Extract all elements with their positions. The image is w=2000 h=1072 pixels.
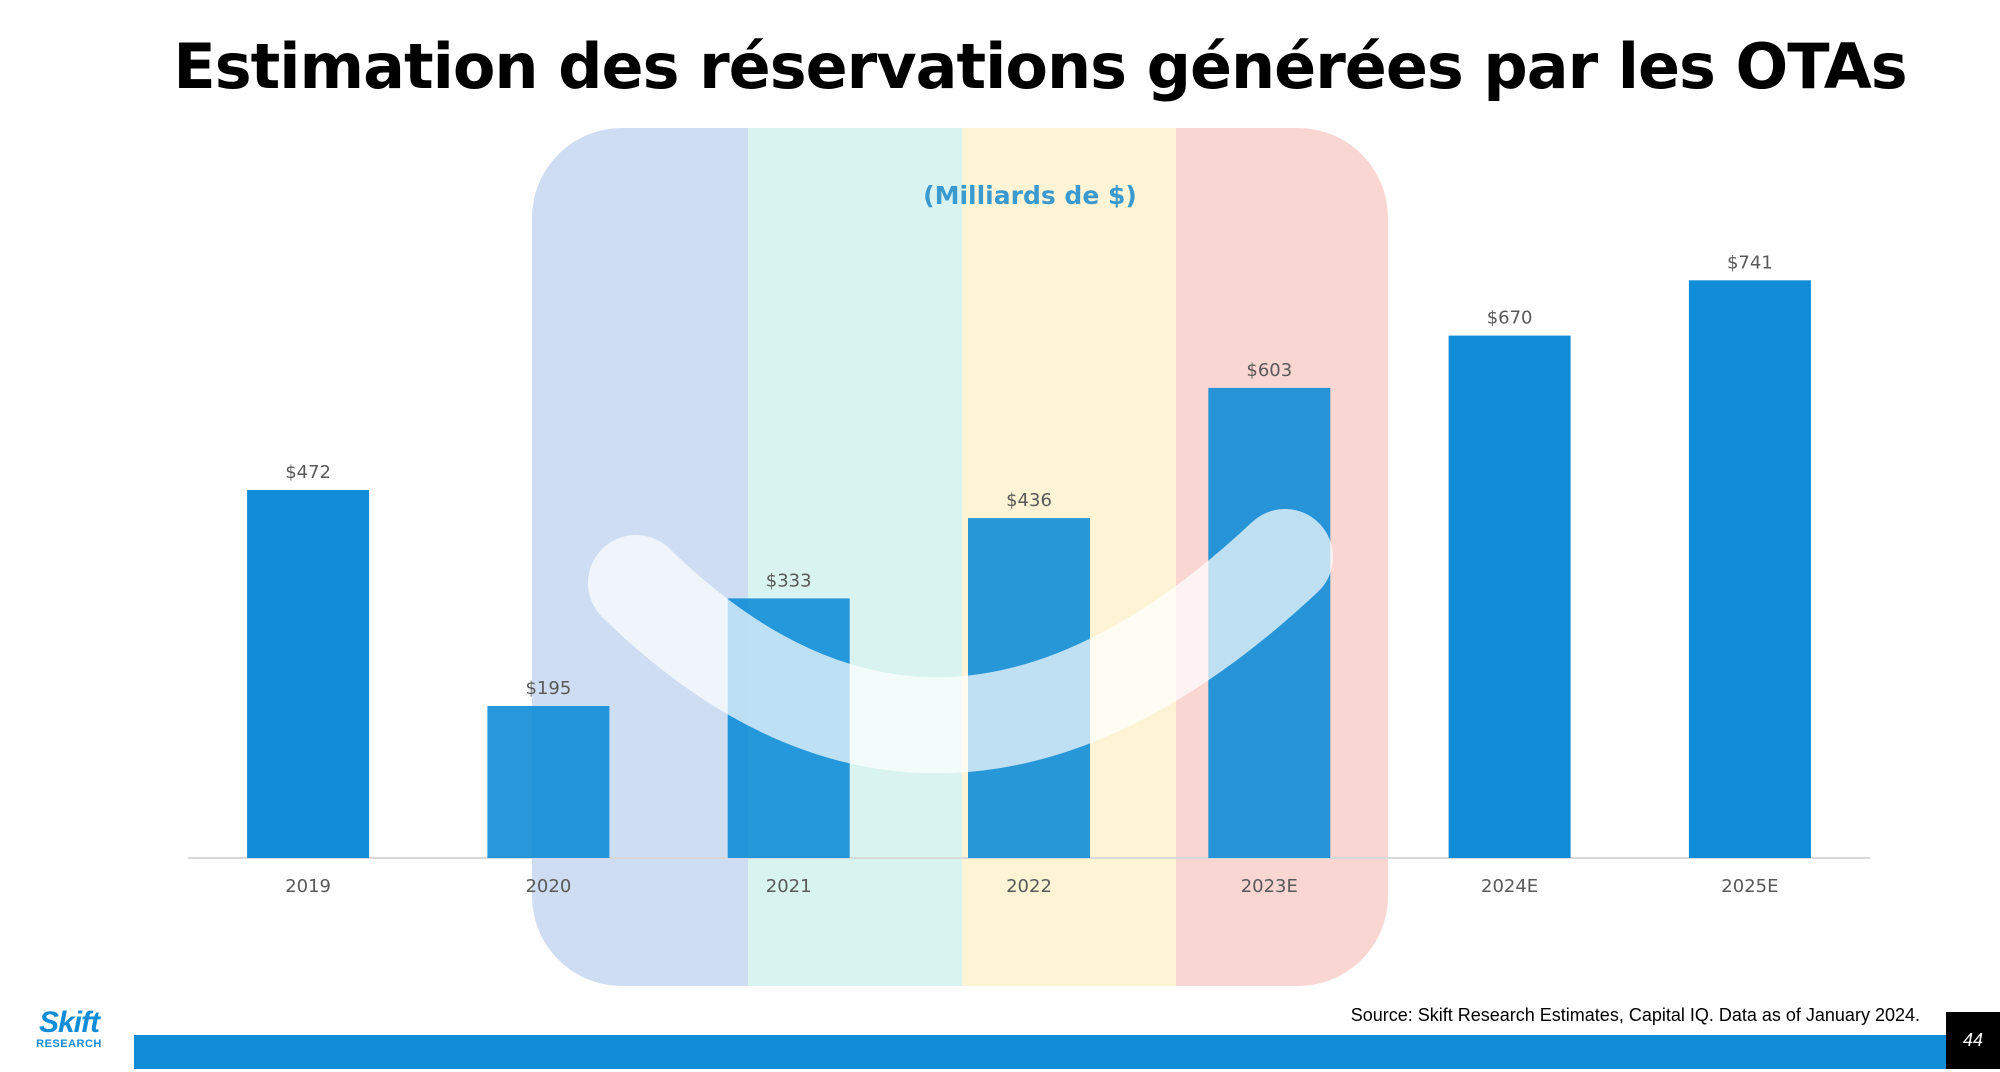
tick-label-2022: 2022 <box>1006 876 1052 897</box>
skift-research-logo: Skift RESEARCH <box>26 1008 112 1050</box>
page-number-text: 44 <box>1962 1030 1984 1050</box>
tick-label-2019: 2019 <box>285 876 331 897</box>
data-label-2023e: $603 <box>1246 360 1292 381</box>
data-label-2019: $472 <box>285 462 331 483</box>
x-tick-labels: 2019 2020 2021 2022 2023E 2024E 2025E <box>285 876 1778 897</box>
data-label-2021: $333 <box>766 570 812 591</box>
page-number: 44 <box>1946 1012 2000 1069</box>
footer-bar <box>134 1035 1946 1069</box>
bar-2019 <box>247 490 370 858</box>
bar-chart: (Milliards de $) $472 $195 $333 $436 $603 $67… <box>188 128 1870 986</box>
data-label-2020: $195 <box>525 678 571 699</box>
bar-2025e <box>1688 280 1811 858</box>
smile-arc-overlay <box>588 509 1333 774</box>
tick-label-2025e: 2025E <box>1721 876 1778 897</box>
page-title: Estimation des réservations générées par… <box>173 30 1907 103</box>
data-label-2024e: $670 <box>1487 308 1533 329</box>
data-label-2022: $436 <box>1006 490 1052 511</box>
logo-wordmark: Skift <box>38 1006 100 1039</box>
bar-2020 <box>487 706 610 858</box>
tick-label-2023e: 2023E <box>1241 876 1298 897</box>
unit-label: (Milliards de $) <box>923 181 1137 210</box>
tick-label-2021: 2021 <box>766 876 812 897</box>
data-label-2025e: $741 <box>1727 252 1773 273</box>
bar-2024e <box>1448 335 1571 859</box>
logo-subtitle: RESEARCH <box>36 1038 102 1050</box>
source-note: Source: Skift Research Estimates, Capita… <box>1350 1005 1920 1025</box>
tick-label-2024e: 2024E <box>1481 876 1538 897</box>
tick-label-2020: 2020 <box>525 876 571 897</box>
data-labels: $472 $195 $333 $436 $603 $670 $741 <box>285 252 1773 699</box>
